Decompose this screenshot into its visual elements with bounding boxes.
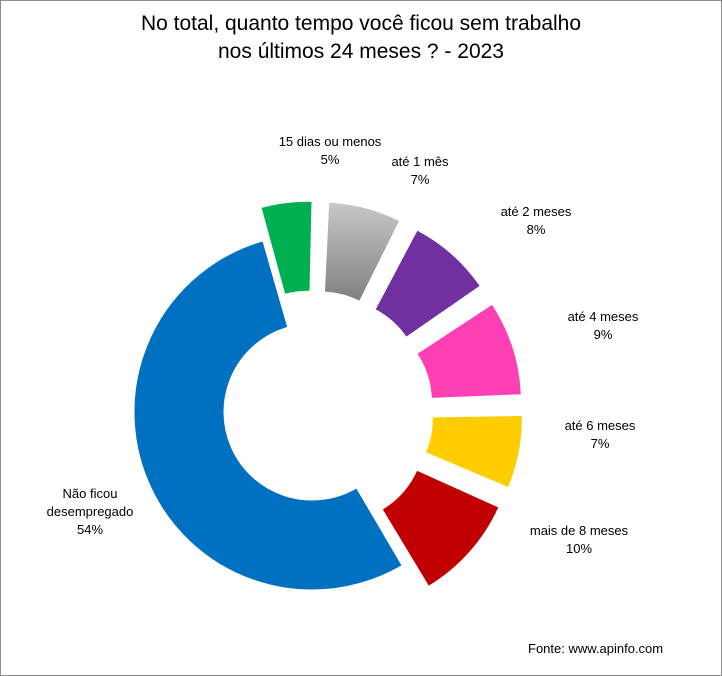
slice-até-4-meses <box>416 303 522 399</box>
slice-até-6-meses <box>424 414 523 489</box>
slice-label-1: até 1 mês 7% <box>391 154 449 187</box>
chart-title: No total, quanto tempo você ficou sem tr… <box>0 10 722 66</box>
slice-label-4: até 6 meses 7% <box>565 418 636 451</box>
slice-não-ficou-desempregado <box>133 240 403 591</box>
slice-label-5: mais de 8 meses 10% <box>530 523 629 556</box>
slice-label-2: até 2 meses 8% <box>501 204 572 237</box>
source-note: Fonte: www.apinfo.com <box>528 641 664 656</box>
chart-title-line-1: No total, quanto tempo você ficou sem tr… <box>140 12 582 35</box>
slice-label-0: 15 dias ou menos 5% <box>279 134 382 167</box>
slice-mais-de-8-meses <box>381 469 500 588</box>
slice-até-2-meses <box>374 229 481 338</box>
slice-15-dias-ou-menos <box>260 200 313 295</box>
slice-label-6: Não ficou desempregado 54% <box>47 486 134 537</box>
chart-title-line-2: nos últimos 24 meses ? - 2023 <box>218 40 504 63</box>
slice-label-3: até 4 meses 9% <box>568 309 639 342</box>
slice-até-1-mês <box>323 201 401 302</box>
